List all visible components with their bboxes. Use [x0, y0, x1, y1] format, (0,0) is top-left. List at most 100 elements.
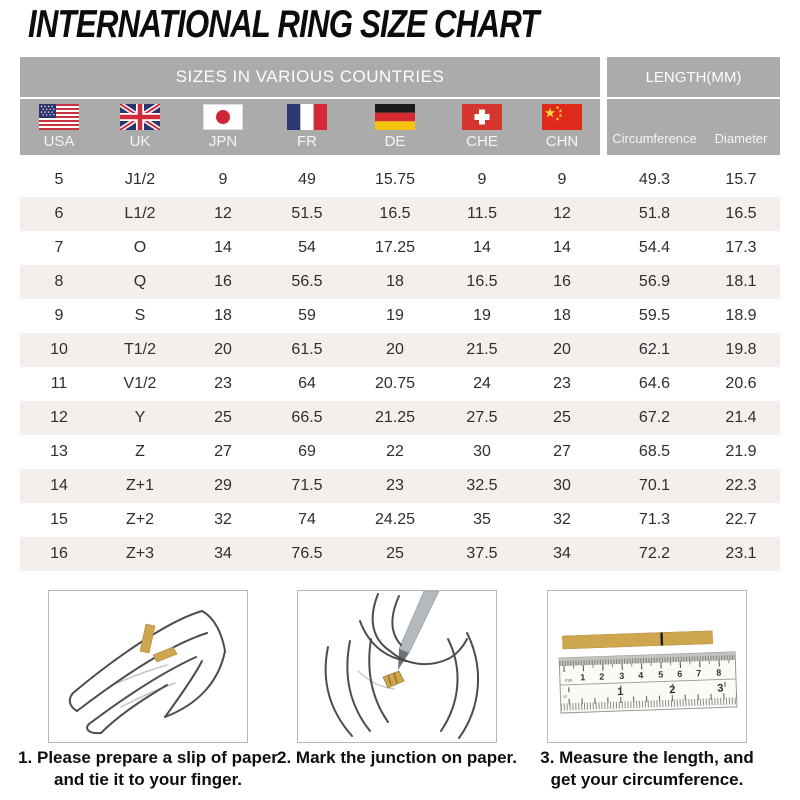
table-row: 8 Q 16 56.5 18 16.5 16 56.9 18.1 [20, 265, 780, 299]
table-row: 9 S 18 59 19 19 18 59.5 18.9 [20, 299, 780, 333]
country-label: USA [43, 133, 75, 150]
country-label: CHE [466, 133, 498, 150]
table-cell: 17.3 [725, 239, 757, 256]
table-cell: 22.7 [725, 511, 757, 528]
table-cell: 17.25 [374, 239, 416, 256]
table-cell: 34 [553, 545, 571, 562]
length-columns: Circumference Diameter [607, 99, 780, 155]
column-spacer [600, 265, 607, 299]
ruler-cm-label: 7 [696, 668, 701, 678]
table-row: 15 Z+2 32 74 24.25 35 32 71.3 22.7 [20, 503, 780, 537]
table-cell: 66.5 [291, 409, 323, 426]
table-cell: 51.5 [291, 205, 323, 222]
column-fr: FR [264, 99, 350, 155]
circumference-column-label: Circumference [612, 131, 697, 146]
column-spacer [600, 401, 607, 435]
column-de: DE [350, 99, 440, 155]
header-divider [600, 99, 607, 155]
table-cell: Z+1 [125, 477, 154, 494]
instruction-line: get your circumference. [550, 770, 744, 789]
germany-flag-icon [375, 104, 415, 130]
ruler-unit-in: in [563, 694, 567, 699]
table-cell: 56.9 [638, 273, 671, 290]
table-cell: 5 [54, 171, 64, 188]
table-cell: 71.3 [638, 511, 671, 528]
table-cell: 15 [50, 511, 68, 528]
column-spacer [600, 333, 607, 367]
table-cell: L1/2 [124, 205, 156, 222]
page-title: INTERNATIONAL RING SIZE CHART [28, 3, 539, 46]
table-row: 7 O 14 54 17.25 14 14 54.4 17.3 [20, 231, 780, 265]
table-cell: 64.6 [638, 375, 671, 392]
column-spacer [600, 163, 607, 197]
table-cell: 49 [298, 171, 316, 188]
table-cell: 12 [553, 205, 571, 222]
table-cell: J1/2 [124, 171, 156, 188]
instruction-line: 2. Mark the junction on paper. [277, 748, 517, 767]
table-cell: 22.3 [725, 477, 757, 494]
diameter-column-label: Diameter [714, 131, 768, 146]
table-row: 5 J1/2 9 49 15.75 9 9 49.3 15.7 [20, 163, 780, 197]
table-cell: 16.5 [466, 273, 498, 290]
table-cell: 34 [214, 545, 232, 562]
table-cell: 37.5 [466, 545, 498, 562]
table-cell: 18.9 [725, 307, 757, 324]
table-cell: 22 [386, 443, 404, 460]
column-spacer [600, 537, 607, 571]
instruction-illustration-2 [297, 590, 497, 743]
column-uk: UK [98, 99, 182, 155]
country-label: JPN [208, 133, 238, 150]
table-cell: 16.5 [725, 205, 757, 222]
japan-flag-icon [203, 104, 243, 130]
usa-flag-icon [39, 104, 79, 130]
table-cell: 70.1 [638, 477, 671, 494]
table-cell: S [134, 307, 146, 324]
column-spacer [600, 367, 607, 401]
ruler-cm-label: 3 [619, 671, 624, 681]
table-cell: 18 [553, 307, 571, 324]
table-cell: 27 [214, 443, 232, 460]
switzerland-flag-icon [462, 104, 502, 130]
table-row: 13 Z 27 69 22 30 27 68.5 21.9 [20, 435, 780, 469]
table-cell: Z+2 [125, 511, 154, 528]
column-spacer [600, 469, 607, 503]
table-cell: 16 [214, 273, 232, 290]
table-cell: 19.8 [725, 341, 757, 358]
ruler-inch-label: 1 [617, 686, 624, 698]
table-cell: 27.5 [466, 409, 498, 426]
table-cell: 32 [214, 511, 232, 528]
china-flag-icon [542, 104, 582, 130]
table-cell: 14 [473, 239, 491, 256]
table-cell: 16 [553, 273, 571, 290]
country-label: FR [297, 133, 317, 150]
table-cell: 21.4 [725, 409, 757, 426]
instruction-line: and tie it to your finger. [54, 770, 242, 789]
ruler-inch-label: 2 [669, 684, 676, 696]
table-cell: 35 [473, 511, 491, 528]
column-spacer [600, 231, 607, 265]
instruction-step-1: 1. Please prepare a slip of paper and ti… [16, 747, 280, 791]
column-spacer [600, 503, 607, 537]
hand-with-paper-slip-icon [68, 610, 226, 735]
column-spacer [600, 435, 607, 469]
uk-flag-icon [120, 104, 160, 130]
table-cell: 30 [553, 477, 571, 494]
table-cell: 6 [54, 205, 64, 222]
table-cell: 23.1 [725, 545, 757, 562]
table-cell: T1/2 [123, 341, 156, 358]
table-cell: 20 [553, 341, 571, 358]
table-row: 14 Z+1 29 71.5 23 32.5 30 70.1 22.3 [20, 469, 780, 503]
table-cell: 59 [298, 307, 316, 324]
table-cell: 9 [477, 171, 487, 188]
table-cell: 11.5 [467, 205, 497, 222]
table-cell: O [133, 239, 147, 256]
table-cell: 15.7 [725, 171, 757, 188]
table-cell: 19 [386, 307, 404, 324]
instruction-step-2: 2. Mark the junction on paper. [265, 747, 529, 769]
table-cell: 72.2 [638, 545, 671, 562]
mark-junction-pen-icon [324, 591, 479, 739]
table-cell: 27 [553, 443, 571, 460]
table-cell: 29 [214, 477, 232, 494]
table-cell: 74 [298, 511, 316, 528]
france-flag-icon [287, 104, 327, 130]
